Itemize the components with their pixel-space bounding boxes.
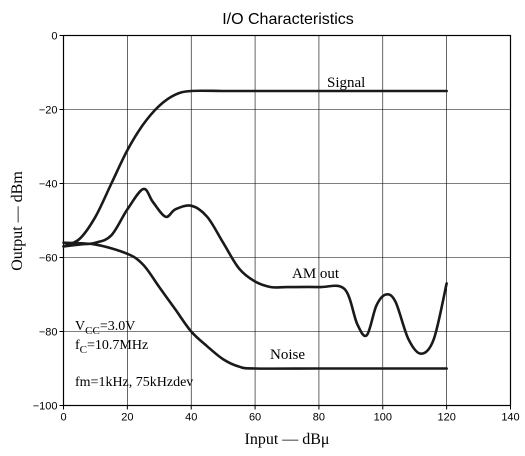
condition-fc-value: =10.7MHz <box>87 338 148 353</box>
x-axis-label: Input — dBμ <box>244 431 329 448</box>
x-tick-label: 60 <box>249 412 261 424</box>
y-axis-label: Output — dBm <box>9 171 26 271</box>
series-line-signal <box>62 89 448 248</box>
condition-vcc-sub: CC <box>85 325 100 337</box>
x-tick-label: 140 <box>501 412 519 424</box>
series-label-signal: Signal <box>327 75 365 91</box>
y-tick-label: −40 <box>39 179 58 191</box>
condition-fc-sub: C <box>80 344 87 356</box>
condition-vcc-value: =3.0V <box>100 319 136 334</box>
chart-title: I/O Characteristics <box>222 11 354 28</box>
axis-ticks: 0 20 40 60 80 100 120 140 0 −20 −40 −60 −80 −100 <box>33 31 520 424</box>
series-line-am-out <box>62 187 448 355</box>
y-tick-label: −80 <box>39 327 58 339</box>
x-tick-label: 20 <box>121 412 133 424</box>
series-label-am-out: AM out <box>292 266 340 282</box>
x-tick-label: 0 <box>60 412 66 424</box>
y-tick-label: 0 <box>51 31 57 43</box>
y-tick-label: −100 <box>33 401 58 413</box>
condition-vcc: VCC=3.0V <box>75 319 135 337</box>
condition-fm: fm=1kHz, 75kHzdev <box>75 375 193 390</box>
conditions-annotation: VCC=3.0V fC=10.7MHz fm=1kHz, 75kHzdev <box>75 319 193 390</box>
x-tick-label: 120 <box>437 412 455 424</box>
condition-fc: fC=10.7MHz <box>75 338 148 356</box>
series-line-noise <box>62 241 448 370</box>
x-tick-label: 100 <box>374 412 392 424</box>
y-tick-label: −20 <box>39 105 58 117</box>
plot-frame <box>62 34 512 407</box>
series-curves <box>62 89 448 370</box>
y-tick-label: −60 <box>39 253 58 265</box>
x-tick-label: 80 <box>313 412 325 424</box>
x-tick-label: 40 <box>185 412 197 424</box>
series-label-noise: Noise <box>270 347 305 363</box>
